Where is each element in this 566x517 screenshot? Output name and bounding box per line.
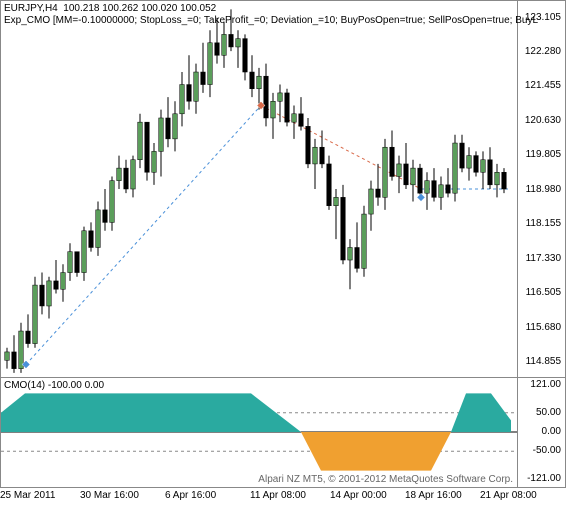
y-tick-label: 117.330 [526,253,561,264]
chart-container: EURJPY,H4 100.218 100.262 100.020 100.05… [0,0,566,517]
main-price-panel[interactable]: EURJPY,H4 100.218 100.262 100.020 100.05… [0,0,518,378]
x-tick-label: 14 Apr 00:00 [330,490,387,501]
y-axis-sub: 121.00 50.00 0.00 -50.00 -121.00 [518,378,566,488]
x-tick-label: 18 Apr 16:00 [405,490,462,501]
y-tick-label: 121.00 [530,379,561,390]
indicator-panel[interactable]: CMO(14) -100.00 0.00 Alpari NZ MT5, © 20… [0,378,518,488]
x-axis: 25 Mar 2011 30 Mar 16:00 6 Apr 16:00 11 Apr… [0,488,566,516]
y-tick-label: 116.505 [526,287,561,298]
y-tick-label: 115.680 [526,322,561,333]
y-axis-main: 123.105 122.280 121.455 120.630 119.805 118.9… [518,0,566,378]
copyright-text: Alpari NZ MT5, © 2001-2012 MetaQuotes So… [258,474,513,485]
x-tick-label: 25 Mar 2011 [0,490,55,501]
y-tick-label: 119.805 [526,149,561,160]
y-tick-label: 0.00 [542,426,561,437]
y-tick-label: 118.155 [526,218,561,229]
y-tick-label: 121.455 [525,80,561,91]
y-tick-label: -50.00 [533,445,561,456]
y-tick-label: 120.630 [525,115,561,126]
x-tick-label: 11 Apr 08:00 [250,490,306,501]
x-tick-label: 21 Apr 08:00 [480,490,537,501]
y-tick-label: 123.105 [525,12,561,23]
sub-chart-svg [1,378,517,486]
y-tick-label: 114.855 [526,356,561,367]
y-tick-label: 118.980 [526,184,561,195]
x-tick-label: 6 Apr 16:00 [165,490,216,501]
y-tick-label: 122.280 [525,46,561,57]
main-chart-svg [1,1,517,377]
y-tick-label: -121.00 [527,473,561,484]
x-tick-label: 30 Mar 16:00 [80,490,139,501]
y-tick-label: 50.00 [536,407,561,418]
